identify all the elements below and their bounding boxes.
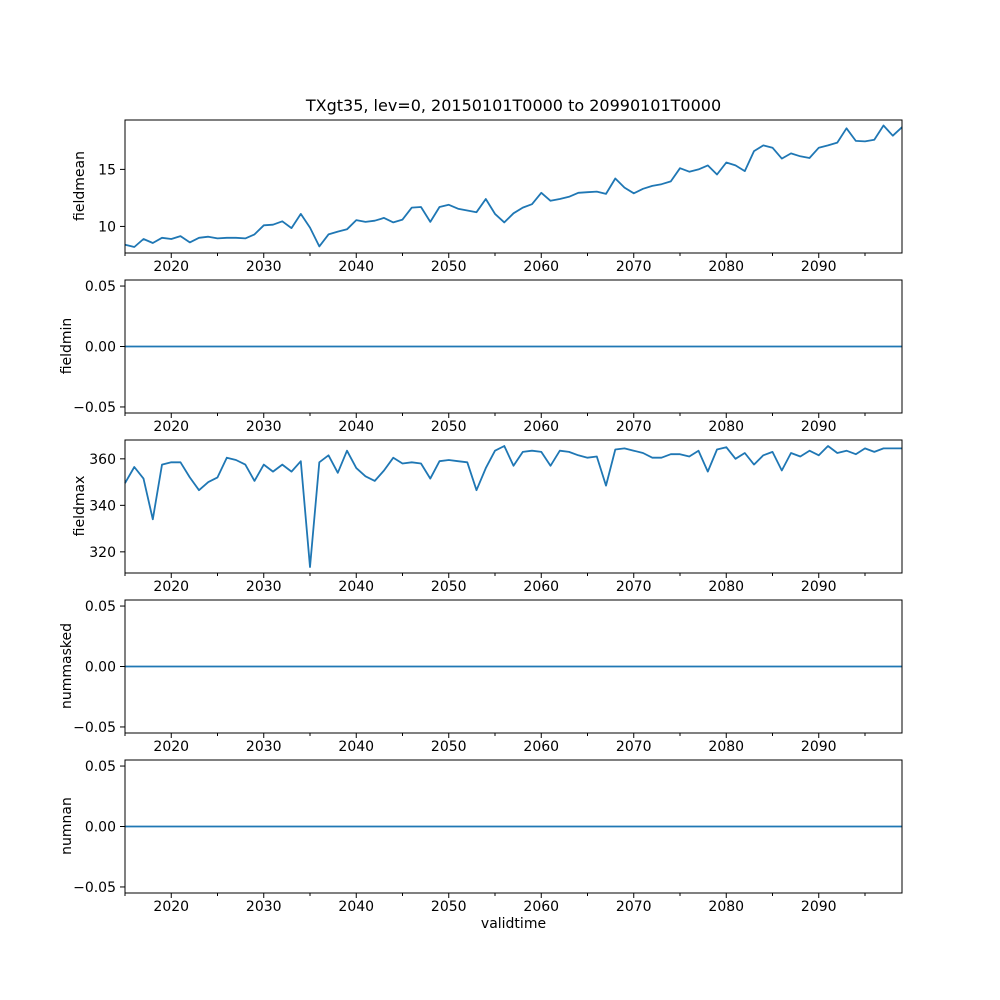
x-tick-label: 2060: [523, 739, 559, 755]
x-tick-label: 2060: [523, 419, 559, 435]
y-tick-label: 0.05: [85, 279, 116, 295]
x-tick-label: 2040: [338, 739, 374, 755]
xlabel-validtime: validtime: [480, 916, 547, 932]
x-tick-label: 2090: [801, 259, 837, 275]
axes-frame-fieldmax: [124, 439, 903, 574]
x-tick-label: 2050: [431, 259, 467, 275]
x-tick-label: 2020: [153, 899, 189, 915]
x-tick-label: 2040: [338, 419, 374, 435]
x-tick-label: 2060: [523, 259, 559, 275]
x-tick-label: 2080: [708, 899, 744, 915]
x-tick-label: 2090: [801, 899, 837, 915]
y-tick-label: −0.05: [73, 720, 116, 736]
y-tick-label: 15: [98, 162, 116, 178]
y-tick-label: 0.05: [85, 759, 116, 775]
chart-title: TXgt35, lev=0, 20150101T0000 to 20990101…: [305, 96, 722, 115]
axes-frame-fieldmean: [124, 119, 903, 254]
x-tick-label: 2030: [246, 259, 282, 275]
x-tick-label: 2040: [338, 579, 374, 595]
x-tick-label: 2060: [523, 579, 559, 595]
x-tick-label: 2090: [801, 419, 837, 435]
y-tick-label: 10: [98, 219, 116, 235]
x-tick-label: 2070: [616, 259, 652, 275]
x-tick-label: 2070: [616, 419, 652, 435]
y-tick-label: 0.00: [85, 820, 116, 836]
plot-line-fieldmax: [124, 445, 902, 568]
x-tick-label: 2050: [431, 419, 467, 435]
x-tick-label: 2030: [246, 739, 282, 755]
x-tick-label: 2030: [246, 419, 282, 435]
x-tick-label: 2090: [801, 579, 837, 595]
x-tick-label: 2020: [153, 419, 189, 435]
x-tick-label: 2070: [616, 739, 652, 755]
y-tick-label: 320: [89, 545, 116, 561]
x-tick-label: 2050: [431, 579, 467, 595]
y-tick-label: −0.05: [73, 880, 116, 896]
x-tick-label: 2030: [246, 579, 282, 595]
x-tick-label: 2020: [153, 739, 189, 755]
y-tick-label: 0.00: [85, 340, 116, 356]
y-tick-label: 360: [89, 452, 116, 468]
x-tick-label: 2070: [616, 579, 652, 595]
x-tick-label: 2040: [338, 899, 374, 915]
x-tick-label: 2050: [431, 899, 467, 915]
x-tick-label: 2060: [523, 899, 559, 915]
y-tick-label: 0.05: [85, 599, 116, 615]
x-tick-label: 2020: [153, 579, 189, 595]
x-tick-label: 2090: [801, 739, 837, 755]
x-tick-label: 2020: [153, 259, 189, 275]
x-tick-label: 2080: [708, 419, 744, 435]
x-tick-label: 2040: [338, 259, 374, 275]
x-tick-label: 2080: [708, 259, 744, 275]
y-tick-label: 0.00: [85, 660, 116, 676]
x-tick-label: 2030: [246, 899, 282, 915]
y-tick-label: 340: [89, 498, 116, 514]
x-tick-label: 2050: [431, 739, 467, 755]
y-tick-label: −0.05: [73, 400, 116, 416]
x-tick-label: 2080: [708, 579, 744, 595]
x-tick-label: 2070: [616, 899, 652, 915]
x-tick-label: 2080: [708, 739, 744, 755]
plot-line-fieldmean: [124, 124, 903, 248]
